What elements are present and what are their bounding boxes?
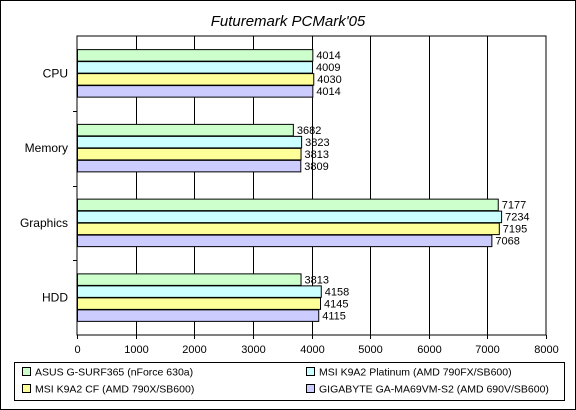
x-tick-label: 5000: [358, 344, 382, 356]
bar: [77, 123, 294, 137]
legend-label: GIGABYTE GA-MA69VM-S2 (AMD 690V/SB600): [319, 384, 549, 396]
data-label: 7195: [503, 224, 527, 236]
legend-label: MSI K9A2 CF (AMD 790X/SB600): [35, 384, 194, 396]
bar: [77, 61, 314, 74]
legend-label: MSI K9A2 Platinum (AMD 790FX/SB600): [319, 367, 512, 379]
data-label: 3809: [304, 161, 328, 173]
category-label: HDD: [42, 291, 68, 305]
bar: [77, 85, 314, 98]
bar: [77, 309, 320, 322]
axis-layer: CPU Memory Graphics HDD 0 1000 2000 3000 4000 500…: [20, 66, 559, 356]
data-label: 3823: [305, 137, 329, 149]
x-tick-label: 0: [74, 344, 80, 356]
x-tick-label: 6000: [417, 344, 441, 356]
bar: [77, 198, 499, 212]
bar: [77, 222, 500, 236]
legend-swatch: [22, 367, 31, 376]
bar: [77, 210, 503, 224]
data-label: 3682: [297, 125, 321, 137]
category-label: Memory: [25, 141, 68, 155]
bar: [77, 273, 302, 286]
bar: [77, 285, 322, 298]
legend-swatch: [306, 384, 315, 393]
data-label: 7234: [505, 212, 529, 224]
data-label: 3813: [305, 149, 329, 161]
data-label: 4009: [316, 62, 340, 74]
bar: [77, 147, 302, 161]
bars-layer: 4014400940304014368238233813380971777234…: [77, 49, 530, 322]
legend-box: [14, 362, 565, 401]
x-tick-label: 2000: [182, 344, 206, 356]
data-label: 4014: [316, 86, 340, 98]
bar: [77, 49, 314, 62]
legend-label: ASUS G-SURF365 (nForce 630a): [35, 367, 193, 379]
bar: [77, 159, 302, 173]
legend: ASUS G-SURF365 (nForce 630a) MSI K9A2 Pla…: [14, 362, 565, 401]
x-tick-label: 8000: [534, 344, 558, 356]
data-label: 4014: [316, 50, 340, 62]
legend-swatch: [22, 384, 31, 393]
x-tick-label: 1000: [124, 344, 148, 356]
data-label: 4115: [322, 310, 346, 322]
bar: [77, 73, 315, 86]
bar: [77, 234, 493, 248]
data-label: 4030: [317, 74, 341, 86]
data-label: 7177: [502, 200, 526, 212]
x-tick-label: 7000: [475, 344, 499, 356]
x-tick-label: 3000: [241, 344, 265, 356]
x-tick-label: 4000: [300, 344, 324, 356]
chart-title: Futuremark PCMark'05: [211, 13, 366, 30]
data-label: 4145: [324, 298, 348, 310]
data-label: 4158: [325, 286, 349, 298]
category-label: CPU: [43, 66, 68, 80]
bar: [77, 297, 322, 310]
category-label: Graphics: [20, 216, 68, 230]
data-label: 7068: [495, 236, 519, 248]
legend-swatch: [306, 367, 315, 376]
bar: [77, 135, 303, 149]
data-label: 3813: [305, 274, 329, 286]
